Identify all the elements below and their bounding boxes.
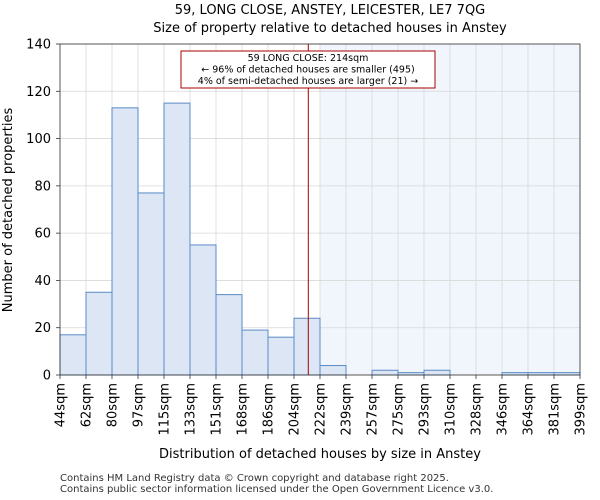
bar-257sqm <box>371 369 399 376</box>
y-tick-label: 60 <box>34 227 51 242</box>
plot-area: 0 20 40 60 80 100 120 140 44sqm 62sqm 80sqm 97sqm 1… <box>26 38 588 436</box>
y-tick-label: 20 <box>34 321 51 336</box>
x-tick-label: 97sqm <box>132 383 147 427</box>
x-tick-label: 168sqm <box>236 383 251 436</box>
annotation-border <box>180 50 436 89</box>
x-tick-label: 204sqm <box>288 383 303 436</box>
x-axis-ticks: 44sqm 62sqm 80sqm 97sqm 115sqm 133sqm 151sqm 16… <box>54 375 589 436</box>
bar-168sqm <box>241 329 269 376</box>
bar-80sqm <box>111 107 139 376</box>
x-tick-label: 80sqm <box>106 383 121 427</box>
x-tick-label: 293sqm <box>418 383 433 436</box>
bar-62sqm <box>85 291 113 376</box>
bar-97sqm <box>137 192 165 376</box>
bar-133sqm <box>189 244 217 376</box>
x-tick-label: 381sqm <box>548 383 563 436</box>
x-tick-label: 222sqm <box>314 383 329 436</box>
x-tick-label: 62sqm <box>80 383 95 427</box>
annotation-line3: 4% of semi-detached houses are larger (2… <box>198 76 418 87</box>
x-tick-label: 310sqm <box>444 383 459 436</box>
x-axis-label: Distribution of detached houses by size … <box>159 447 481 462</box>
footer-line1: Contains HM Land Registry data © Crown c… <box>60 473 449 484</box>
bar-44sqm <box>59 334 87 376</box>
x-tick-label: 399sqm <box>574 383 589 436</box>
x-tick-label: 328sqm <box>470 383 485 436</box>
bar-222sqm <box>319 365 347 376</box>
x-tick-label: 44sqm <box>54 383 69 427</box>
y-tick-label: 80 <box>34 179 51 194</box>
y-axis-label: Number of detached properties <box>1 108 16 313</box>
bar-204sqm <box>293 317 321 376</box>
x-tick-label: 239sqm <box>340 383 355 436</box>
y-tick-label: 0 <box>43 369 51 384</box>
bar-151sqm <box>215 294 243 376</box>
x-tick-label: 346sqm <box>496 383 511 436</box>
y-tick-label: 100 <box>26 132 51 147</box>
x-tick-label: 257sqm <box>366 383 381 436</box>
bar-115sqm <box>163 102 191 376</box>
footer-line2: Contains public sector information licen… <box>60 484 494 495</box>
annotation-line1: 59 LONG CLOSE: 214sqm <box>248 53 369 64</box>
chart-title-line2: Size of property relative to detached ho… <box>153 21 507 36</box>
x-tick-label: 151sqm <box>210 383 225 436</box>
y-axis-ticks: 0 20 40 60 80 100 120 140 <box>26 38 60 384</box>
x-tick-label: 186sqm <box>262 383 277 436</box>
annotation-box: 59 LONG CLOSE: 214sqm ← 96% of detached … <box>180 50 436 89</box>
annotation-line2: ← 96% of detached houses are smaller (49… <box>201 65 414 76</box>
x-tick-label: 364sqm <box>522 383 537 436</box>
y-tick-label: 40 <box>34 274 51 289</box>
bars <box>59 102 581 376</box>
chart-title-line1: 59, LONG CLOSE, ANSTEY, LEICESTER, LE7 7… <box>175 3 486 18</box>
y-tick-label: 140 <box>26 38 51 53</box>
y-tick-label: 120 <box>26 85 51 100</box>
bar-186sqm <box>267 336 295 376</box>
x-tick-label: 133sqm <box>184 383 199 436</box>
x-tick-label: 275sqm <box>392 383 407 436</box>
x-tick-label: 115sqm <box>158 383 173 436</box>
bar-293sqm <box>423 369 451 376</box>
